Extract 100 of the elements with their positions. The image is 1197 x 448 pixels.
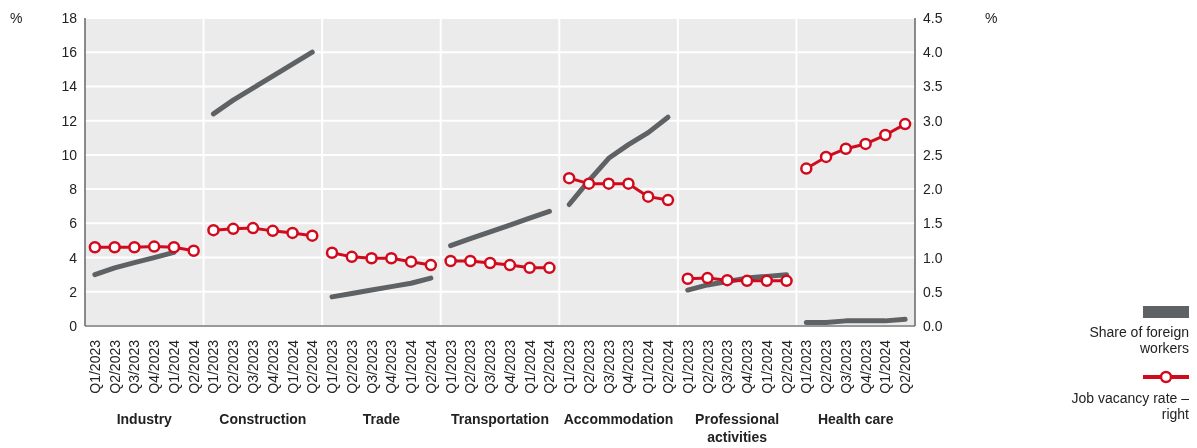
point xyxy=(602,177,615,190)
y2-axis-title: % xyxy=(985,10,998,26)
y-tick-label: 0 xyxy=(69,317,78,334)
point xyxy=(839,142,853,155)
y2-tick-label: 3.5 xyxy=(923,78,943,95)
y2-tick-label: 3.0 xyxy=(923,112,943,129)
x-tick-label: Q2/2024 xyxy=(422,339,439,394)
x-tick-label: Q3/2023 xyxy=(837,339,854,394)
y2-tick-label: 4.5 xyxy=(923,9,943,26)
point xyxy=(128,241,141,254)
point xyxy=(226,222,240,236)
legend-label: Share of foreign workers xyxy=(1088,324,1189,356)
y-tick-label: 6 xyxy=(69,215,78,232)
y-tick-label: 12 xyxy=(61,112,78,129)
x-tick-label: Q3/2023 xyxy=(363,339,380,394)
text: Industry xyxy=(115,410,173,428)
point xyxy=(800,162,813,175)
x-tick-label: Q4/2023 xyxy=(739,339,756,394)
x-tick-label: Q3/2023 xyxy=(126,339,143,394)
x-tick-label: Q1/2023 xyxy=(442,339,459,394)
point xyxy=(523,261,536,275)
point xyxy=(661,193,675,207)
point xyxy=(622,177,635,190)
point xyxy=(385,251,398,265)
point xyxy=(286,226,299,240)
y-tick-label: 10 xyxy=(61,146,78,163)
x-tick-label: Q2/2023 xyxy=(343,339,360,394)
y-tick-label: 18 xyxy=(61,9,78,26)
x-tick-label: Q4/2023 xyxy=(501,339,518,394)
x-tick-label: Q2/2023 xyxy=(106,339,123,394)
legend-label: Job vacancy rate – right xyxy=(1071,390,1189,422)
x-tick-label: Q1/2023 xyxy=(86,339,103,394)
text: Trade xyxy=(361,410,402,428)
point xyxy=(701,271,714,285)
x-tick-label: Q1/2023 xyxy=(324,339,341,394)
y2-tick-label: 1.5 xyxy=(923,215,943,232)
point xyxy=(582,177,596,190)
point xyxy=(147,240,161,253)
text: Health care xyxy=(816,410,895,428)
point xyxy=(266,224,279,238)
x-tick-label: Q1/2023 xyxy=(561,339,578,394)
point xyxy=(740,274,754,288)
x-tick-label: Q2/2024 xyxy=(185,339,202,394)
x-tick-label: Q3/2023 xyxy=(482,339,499,394)
point xyxy=(365,251,378,265)
x-tick-label: Q4/2023 xyxy=(146,339,163,394)
y-tick-label: 16 xyxy=(61,44,78,61)
x-tick-label: Q4/2023 xyxy=(620,339,637,394)
point xyxy=(464,254,477,268)
point xyxy=(207,223,220,237)
x-tick-label: Q1/2024 xyxy=(758,339,775,394)
x-tick-label: Q1/2024 xyxy=(521,339,538,394)
y-axis-title: % xyxy=(10,10,23,26)
y-tick-label: 4 xyxy=(69,249,78,266)
x-tick-label: Q1/2023 xyxy=(679,339,696,394)
point xyxy=(760,274,774,288)
point xyxy=(859,137,872,151)
point xyxy=(444,254,457,268)
point xyxy=(780,274,793,288)
point xyxy=(246,221,260,235)
x-tick-label: Q1/2023 xyxy=(798,339,815,394)
y2-tick-label: 1.0 xyxy=(923,249,943,266)
x-tick-label: Q1/2024 xyxy=(284,339,301,394)
y-tick-label: 8 xyxy=(69,181,78,198)
point xyxy=(543,261,556,275)
y2-tick-label: 4.0 xyxy=(923,44,943,61)
x-tick-label: Q4/2023 xyxy=(383,339,400,394)
y2-tick-label: 2.5 xyxy=(923,146,943,163)
x-tick-label: Q2/2023 xyxy=(818,339,835,394)
x-tick-label: Q2/2024 xyxy=(897,339,914,394)
x-tick-label: Q2/2023 xyxy=(580,339,597,394)
x-tick-label: Q2/2024 xyxy=(778,339,795,394)
x-tick-label: Q3/2023 xyxy=(244,339,261,394)
y2-tick-label: 0.5 xyxy=(923,283,943,300)
point xyxy=(641,190,655,203)
x-tick-label: Q2/2024 xyxy=(659,339,676,394)
point xyxy=(721,273,734,287)
point xyxy=(879,128,892,142)
point xyxy=(404,255,418,268)
point xyxy=(108,241,121,254)
point xyxy=(562,171,576,185)
point xyxy=(898,117,912,131)
y-tick-label: 14 xyxy=(61,78,78,95)
x-tick-label: Q4/2023 xyxy=(264,339,281,394)
y2-tick-label: 0.0 xyxy=(923,317,943,334)
point xyxy=(483,256,497,270)
text: Professional activities xyxy=(694,410,781,446)
text: Construction xyxy=(218,410,308,428)
point xyxy=(424,258,438,272)
text: Accommodation xyxy=(562,410,675,428)
point xyxy=(345,250,359,264)
x-tick-label: Q2/2023 xyxy=(462,339,479,394)
x-tick-label: Q2/2023 xyxy=(699,339,716,394)
text: Transportation xyxy=(449,410,550,428)
point xyxy=(819,150,833,164)
x-tick-label: Q1/2023 xyxy=(205,339,222,394)
x-tick-label: Q2/2024 xyxy=(304,339,321,394)
point xyxy=(325,246,339,260)
x-tick-label: Q1/2024 xyxy=(403,339,420,394)
y2-tick-label: 2.0 xyxy=(923,181,943,198)
